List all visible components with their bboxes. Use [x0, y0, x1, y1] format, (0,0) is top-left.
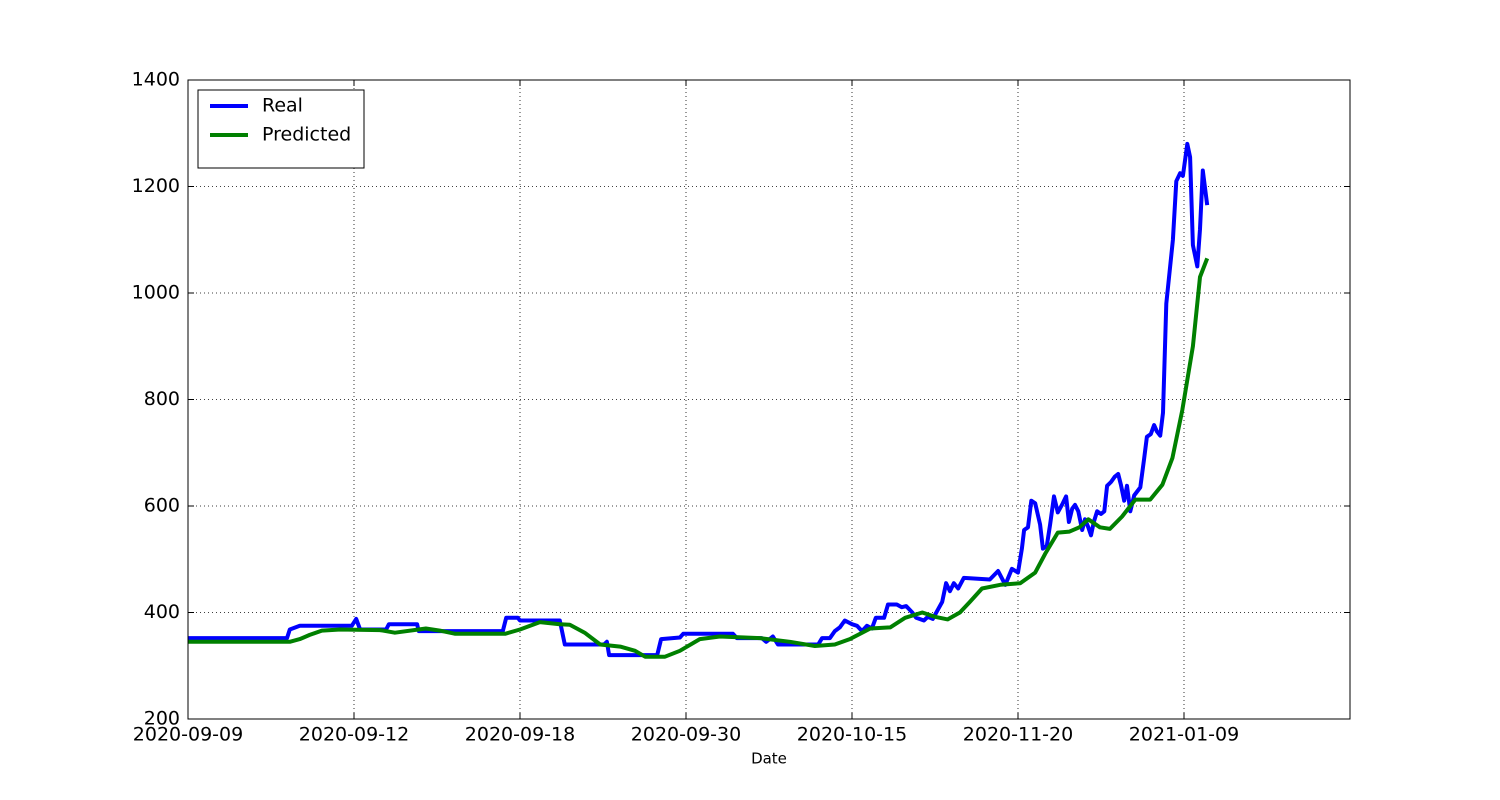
x-tick-label: 2021-01-09	[1129, 724, 1239, 746]
y-tick-label: 400	[144, 601, 180, 623]
y-tick-label: 200	[144, 708, 180, 730]
x-axis-label: Date	[751, 750, 787, 768]
x-tick-label: 2020-10-15	[797, 724, 907, 746]
y-tick-label: 1200	[132, 175, 180, 197]
y-tick-label: 800	[144, 388, 180, 410]
x-tick-label: 2020-09-30	[631, 724, 741, 746]
x-tick-label: 2020-09-09	[133, 724, 243, 746]
x-tick-label: 2020-09-12	[299, 724, 409, 746]
line-series	[188, 141, 1210, 658]
x-tick-label: 2020-11-20	[963, 724, 1073, 746]
x-tick-label: 2020-09-18	[465, 724, 575, 746]
plot-frame	[187, 79, 1351, 720]
legend-label: Predicted	[262, 124, 351, 146]
line-series	[188, 257, 1210, 659]
y-tick-label: 600	[144, 495, 180, 517]
legend-box	[197, 89, 365, 169]
legend-label: Real	[262, 95, 303, 117]
y-tick-label: 1000	[132, 282, 180, 304]
y-tick-label: 1400	[132, 69, 180, 91]
